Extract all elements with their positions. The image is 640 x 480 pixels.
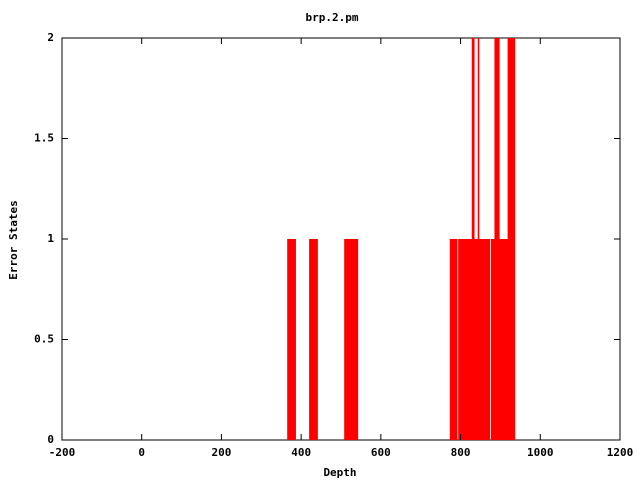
y-tick-label: 2 <box>47 31 54 44</box>
plot-border <box>61 37 621 441</box>
x-tick-label: 0 <box>138 446 145 459</box>
x-tick-label: 1200 <box>607 446 634 459</box>
y-tick-label: 0.5 <box>34 333 54 346</box>
y-tick-label: 1.5 <box>34 132 54 145</box>
x-tick-label: 200 <box>211 446 231 459</box>
x-tick-label: 1000 <box>527 446 554 459</box>
x-tick-label: 800 <box>451 446 471 459</box>
x-tick-label: 400 <box>291 446 311 459</box>
x-tick-label: 600 <box>371 446 391 459</box>
y-tick-label: 1 <box>47 232 54 245</box>
x-tick-label: -200 <box>49 446 76 459</box>
y-axis-label: Error States <box>7 200 20 279</box>
x-axis-label: Depth <box>323 466 356 479</box>
y-tick-label: 0 <box>47 433 54 446</box>
chart-title: brp.2.pm <box>306 11 359 24</box>
